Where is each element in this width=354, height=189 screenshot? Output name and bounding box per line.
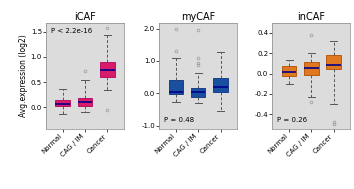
Title: myCAF: myCAF [181, 12, 215, 22]
Text: P = 0.26: P = 0.26 [277, 117, 307, 123]
PathPatch shape [78, 98, 92, 106]
PathPatch shape [282, 67, 296, 76]
Text: P = 0.48: P = 0.48 [164, 117, 194, 123]
Title: iCAF: iCAF [74, 12, 96, 22]
PathPatch shape [213, 78, 228, 92]
Y-axis label: Avg.expression (log2): Avg.expression (log2) [19, 34, 28, 117]
PathPatch shape [326, 55, 341, 70]
PathPatch shape [304, 62, 319, 75]
PathPatch shape [100, 62, 115, 77]
PathPatch shape [56, 100, 70, 106]
Text: P < 2.2e-16: P < 2.2e-16 [51, 28, 92, 34]
PathPatch shape [191, 88, 205, 97]
PathPatch shape [169, 81, 183, 94]
Title: inCAF: inCAF [297, 12, 325, 22]
